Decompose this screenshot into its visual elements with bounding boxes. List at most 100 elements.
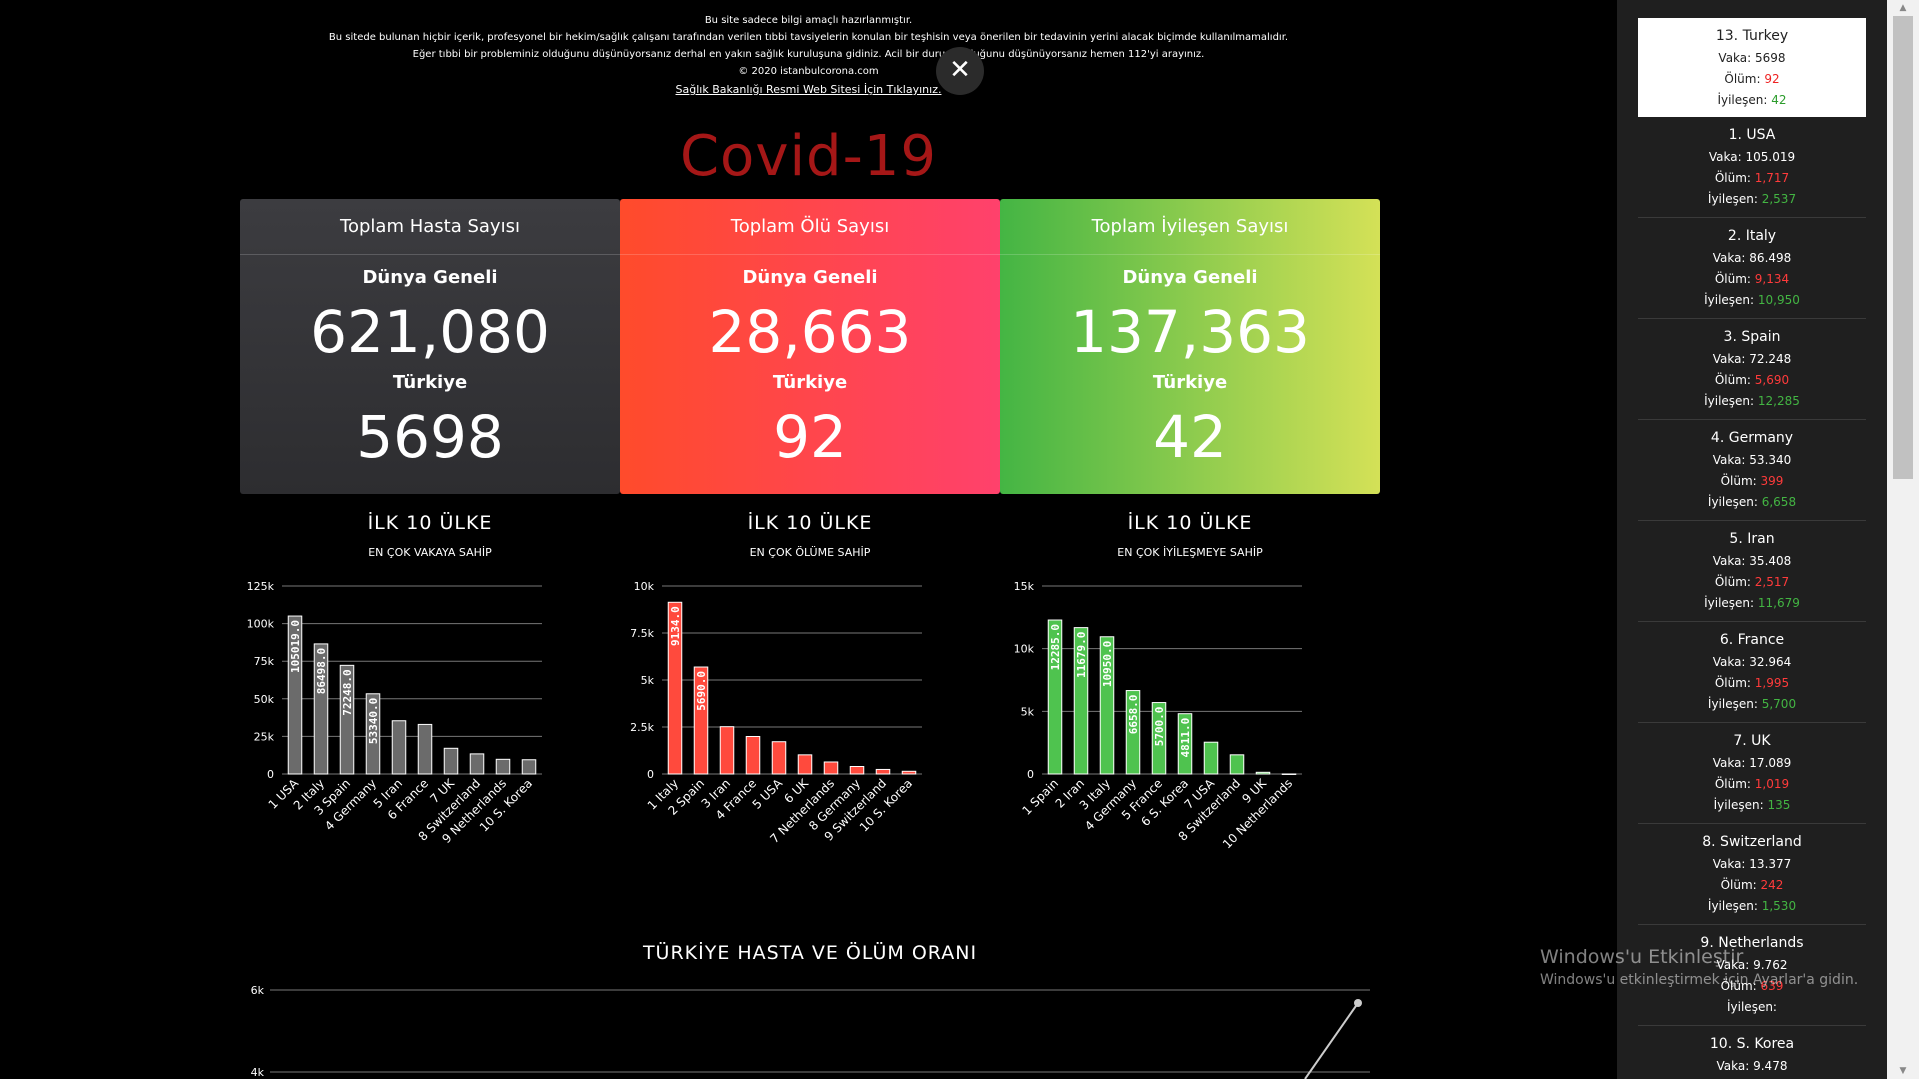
- deaths-label: Ölüm:: [1720, 878, 1757, 892]
- chart-subtitle: EN ÇOK ÖLÜME SAHİP: [749, 546, 871, 559]
- sidebar-item-turkey[interactable]: 13. Turkey Vaka: 5698 Ölüm: 92 İyileşen:…: [1638, 18, 1866, 117]
- bar-value-label: 4811.0: [1179, 718, 1192, 758]
- cases-value: 17.089: [1749, 756, 1792, 770]
- card-header: Toplam Hasta Sayısı: [240, 199, 620, 255]
- world-label: Dünya Geneli: [742, 267, 878, 288]
- disclaimer-line-1: Bu site sadece bilgi amaçlı hazırlanmışt…: [704, 15, 913, 26]
- y-tick-label: 0: [267, 768, 274, 781]
- deaths-value: 2,517: [1754, 575, 1790, 589]
- recovered-label: İyileşen:: [1704, 394, 1755, 408]
- sidebar-item[interactable]: 5. Iran Vaka: 35.408 Ölüm: 2,517 İyileşen: …: [1638, 521, 1866, 622]
- deaths-value: 1,019: [1754, 777, 1790, 791]
- bar: [1099, 636, 1115, 775]
- cases-label: Vaka:: [1708, 150, 1742, 164]
- sidebar-item[interactable]: 9. Netherlands Vaka: 9.762 Ölüm: 639 İyileş…: [1638, 925, 1866, 1026]
- country-sidebar[interactable]: 13. Turkey Vaka: 5698 Ölüm: 92 İyileşen:…: [1617, 0, 1887, 1079]
- bar: [1125, 690, 1141, 775]
- world-label: Dünya Geneli: [362, 267, 498, 288]
- bar: [313, 643, 329, 775]
- bar: [1151, 702, 1167, 775]
- y-tick-label: 10k: [634, 580, 655, 593]
- turkey-value: 92: [773, 403, 847, 471]
- cases-label: Vaka:: [1712, 655, 1746, 669]
- cases-value: 72.248: [1749, 352, 1792, 366]
- y-tick-label: 6k: [251, 984, 265, 997]
- deaths-label: Ölüm:: [1714, 272, 1751, 286]
- cases-value: 13.377: [1749, 857, 1792, 871]
- bar: [1047, 619, 1063, 775]
- recovered-label: İyileşen:: [1707, 495, 1758, 509]
- cases-value: 35.408: [1749, 554, 1792, 568]
- country-name: 5. Iran: [1729, 531, 1775, 547]
- sidebar-item[interactable]: 7. UK Vaka: 17.089 Ölüm: 1,019 İyileşen: 13…: [1638, 723, 1866, 824]
- scroll-thumb[interactable]: [1893, 16, 1913, 479]
- y-tick-label: 2.5k: [630, 721, 654, 734]
- country-name: 6. France: [1719, 632, 1785, 648]
- card-header: Toplam Ölü Sayısı: [620, 199, 1000, 255]
- sidebar-item[interactable]: 2. Italy Vaka: 86.498 Ölüm: 9,134 İyileşen:…: [1638, 218, 1866, 319]
- recovered-label: İyileşen:: [1707, 192, 1758, 206]
- world-value: 28,663: [708, 298, 912, 366]
- cases-label: Vaka:: [1716, 958, 1750, 972]
- bar-value-label: 5690.0: [695, 671, 708, 711]
- scroll-up-arrow-icon[interactable]: ▲: [1899, 3, 1907, 13]
- top10-deaths-chart: İLK 10 ÜLKE EN ÇOK ÖLÜME SAHİP 0 2.5k 5k 7.…: [620, 512, 1000, 912]
- bar-value-label: 11679.0: [1075, 632, 1088, 678]
- bar: [521, 759, 537, 775]
- deaths-value: 242: [1760, 878, 1784, 892]
- sidebar-item[interactable]: 8. Switzerland Vaka: 13.377 Ölüm: 242 İyile…: [1638, 824, 1866, 925]
- world-value: 621,080: [310, 298, 550, 366]
- watermark-title: Windows'u Etkinleştir: [1540, 946, 1744, 968]
- bar: [1203, 741, 1219, 775]
- total-deaths-card: Toplam Ölü Sayısı Dünya Geneli 28,663 Tü…: [620, 199, 1000, 494]
- y-tick-label: 0: [1027, 768, 1034, 781]
- country-name: 1. USA: [1728, 127, 1776, 143]
- country-name: 9. Netherlands: [1700, 935, 1804, 951]
- ministry-link[interactable]: Sağlık Bakanlığı Resmi Web Sitesi İçin T…: [675, 83, 942, 96]
- watermark-subtitle: Windows'u etkinleştirmek için Ayarlar'a …: [1540, 972, 1859, 988]
- world-value: 137,363: [1070, 298, 1310, 366]
- turkey-value: 42: [1153, 403, 1227, 471]
- bar-value-label: 5700.0: [1153, 707, 1166, 747]
- deaths-value: 1,995: [1754, 676, 1790, 690]
- y-tick-label: 25k: [254, 730, 275, 743]
- y-tick-label: 100k: [247, 618, 275, 631]
- sidebar-item[interactable]: 4. Germany Vaka: 53.340 Ölüm: 399 İyileşen:…: [1638, 420, 1866, 521]
- bar: [1281, 773, 1297, 775]
- y-tick-label: 4k: [251, 1066, 265, 1079]
- sidebar-item[interactable]: 6. France Vaka: 32.964 Ölüm: 1,995 İyileşen…: [1638, 622, 1866, 723]
- y-tick-label: 125k: [247, 580, 275, 593]
- cases-value: 9.762: [1753, 958, 1788, 972]
- world-label: Dünya Geneli: [1122, 267, 1258, 288]
- bar: [849, 765, 865, 775]
- bar: [495, 758, 511, 775]
- recovered-label: İyileşen:: [1707, 697, 1758, 711]
- y-tick-label: 5k: [1021, 705, 1035, 718]
- bar-value-label: 6658.0: [1127, 695, 1140, 735]
- chart-subtitle: EN ÇOK İYİLEŞMEYE SAHİP: [1117, 546, 1263, 559]
- y-tick-label: 5k: [641, 674, 655, 687]
- sidebar-item[interactable]: 1. USA Vaka: 105.019 Ölüm: 1,717 İyileşen: …: [1638, 117, 1866, 218]
- bar: [469, 753, 485, 775]
- page-scrollbar[interactable]: ▲ ▼: [1887, 0, 1919, 1079]
- cases-value: 105.019: [1745, 150, 1796, 164]
- sidebar-item[interactable]: 3. Spain Vaka: 72.248 Ölüm: 5,690 İyileşen:…: [1638, 319, 1866, 420]
- country-name: 13. Turkey: [1715, 28, 1789, 44]
- turkey-label: Türkiye: [1152, 372, 1228, 393]
- country-name: 4. Germany: [1710, 430, 1794, 446]
- deaths-label: Ölüm:: [1714, 777, 1751, 791]
- bar: [771, 741, 787, 775]
- deaths-label: Ölüm:: [1720, 474, 1757, 488]
- close-disclaimer-button[interactable]: ✕: [936, 47, 984, 95]
- bar-value-label: 12285.0: [1049, 624, 1062, 670]
- scroll-down-arrow-icon[interactable]: ▼: [1899, 1066, 1907, 1076]
- bar: [1177, 713, 1193, 775]
- cases-value: 32.964: [1749, 655, 1792, 669]
- turkey-ratio-title: TÜRKİYE HASTA VE ÖLÜM ORANI: [642, 942, 978, 964]
- cases-label: Vaka:: [1712, 857, 1746, 871]
- bar-value-label: 10950.0: [1101, 641, 1114, 687]
- bar: [339, 664, 355, 775]
- bar: [417, 723, 433, 775]
